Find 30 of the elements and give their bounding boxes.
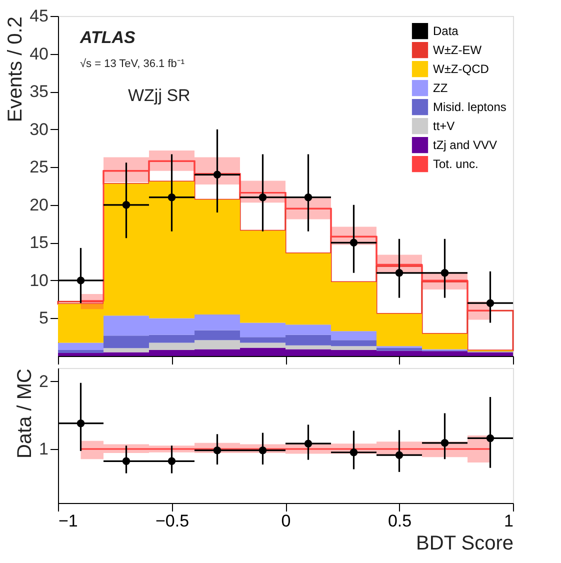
legend-label: Misid. leptons — [433, 100, 506, 114]
legend-label: tt+V — [433, 119, 455, 133]
x-tick-label: −1 — [58, 512, 78, 530]
legend-label: W±Z-EW — [433, 43, 482, 57]
legend-label: ZZ — [433, 81, 448, 95]
y-axis-title: Events / 0.2 — [4, 16, 27, 122]
annotation: ATLAS — [79, 28, 136, 47]
y-tick-label: 30 — [30, 120, 48, 139]
annotation: √s = 13 TeV, 36.1 fb⁻¹ — [80, 58, 185, 70]
y-tick-label: 5 — [39, 308, 48, 328]
y-tick-label: 2 — [39, 372, 48, 391]
y-tick-label: 10 — [30, 270, 48, 290]
legend-label: tZj and VVV — [433, 138, 498, 152]
y-tick-label: 20 — [30, 195, 48, 214]
x-tick-label: 1 — [504, 512, 514, 530]
x-axis-title: BDT Score — [416, 532, 514, 554]
legend-label: Tot. unc. — [433, 157, 478, 171]
y-tick-label: 40 — [30, 44, 48, 64]
y-tick-label: 15 — [30, 233, 48, 252]
y-tick-label: 35 — [30, 82, 48, 102]
x-tick-label: 0.5 — [388, 512, 412, 530]
x-tick-label: −0.5 — [155, 512, 190, 530]
legend-label: Data — [433, 24, 459, 38]
x-tick-label: 0 — [281, 512, 291, 530]
y-tick-label: 25 — [30, 158, 48, 177]
legend-label: W±Z-QCD — [433, 62, 490, 76]
y-tick-label: 45 — [30, 6, 48, 26]
y-axis-title: Data / MC — [14, 368, 36, 459]
y-tick-label: 1 — [39, 440, 48, 458]
annotation: WZjj SR — [128, 86, 190, 105]
